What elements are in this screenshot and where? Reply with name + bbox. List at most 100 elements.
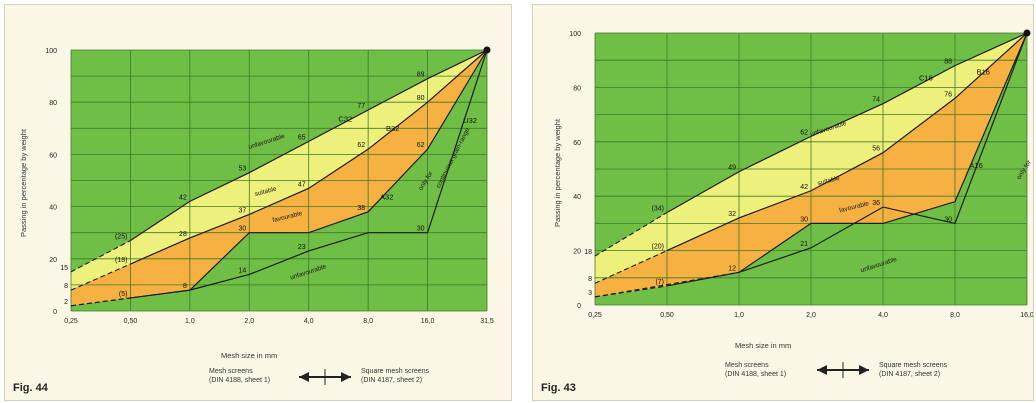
y-tick-label: 80: [49, 100, 57, 107]
data-label: 8: [183, 283, 187, 290]
data-label: (5): [119, 291, 128, 298]
curve-c-dashed-start: [70, 240, 131, 273]
y-tick-label: 100: [569, 31, 581, 38]
data-label: 3: [588, 290, 592, 297]
data-label: 77: [357, 103, 365, 110]
legend-mesh-screens: Mesh screens (DIN 4188, sheet 1): [725, 362, 787, 378]
data-label: 30: [417, 226, 425, 233]
y-axis-label: Passing in percentage by weight: [19, 129, 28, 237]
x-tick-label: 1,0: [734, 312, 744, 319]
zone-favourable: [71, 50, 487, 306]
data-label: (18): [115, 257, 127, 264]
curve-u-dashed-start: [70, 289, 190, 307]
chart-fig44: 0,25 0,50 1,0 2,0 4,0 8,0 16,0 31,5 0 20 40 60 80 100…: [45, 46, 494, 325]
data-label: (20): [652, 244, 664, 251]
curve-u-dashed-start: [594, 271, 740, 298]
data-label: 12: [728, 265, 736, 272]
chart-fig43: 0,25 0,50 1,0 2,0 4,0 8,0 16,0 0 20 40 60 80 100 18 (3…: [569, 29, 1033, 319]
x-tick-label: 2,0: [806, 312, 816, 319]
curve-b-dashed-start: [70, 263, 131, 291]
data-label: (34): [652, 206, 664, 213]
data-label: 88: [944, 59, 952, 66]
figure-44: 0,25 0,50 1,0 2,0 4,0 8,0 16,0 31,5 0 20 40 60 80 100…: [4, 4, 512, 401]
y-tick-label: 20: [49, 257, 57, 264]
data-label: 53: [238, 166, 246, 173]
data-label: 80: [417, 95, 425, 102]
data-label: 42: [179, 194, 187, 201]
curve-label: B16: [977, 68, 990, 77]
zone-suitable: [71, 50, 487, 291]
data-label: 23: [298, 244, 306, 251]
curve-c: [130, 49, 488, 242]
y-tick-label: 100: [45, 48, 57, 55]
curve-b: [130, 49, 488, 265]
figure-label: Fig. 44: [13, 382, 48, 394]
legend-mesh-screens: Mesh screens (DIN 4188, sheet 1): [209, 368, 271, 384]
data-label: 42: [800, 184, 808, 191]
curve-b-dashed-start: [594, 250, 668, 284]
figure-43: 0,25 0,50 1,0 2,0 4,0 8,0 16,0 0 20 40 60 80 100 18 (3…: [532, 4, 1034, 401]
data-label: 30: [800, 216, 808, 223]
data-label: 8: [64, 283, 68, 290]
data-label: 74: [872, 97, 880, 104]
data-label: 37: [238, 207, 246, 214]
zone-favourable: [595, 33, 1027, 297]
curve-label: C32: [338, 115, 352, 124]
data-label: 30: [944, 216, 952, 223]
data-label: 62: [417, 142, 425, 149]
data-label: 47: [298, 181, 306, 188]
y-tick-label: 60: [49, 152, 57, 159]
figure-label: Fig. 43: [541, 382, 576, 394]
double-arrow-icon: [817, 362, 869, 378]
curve-label: A16: [969, 161, 982, 170]
end-point-marker: [1023, 29, 1031, 37]
y-tick-label: 80: [573, 85, 581, 92]
data-label: 38: [357, 205, 365, 212]
data-label: 8: [588, 276, 592, 283]
curve-a: [666, 32, 1028, 287]
y-tick-label: 20: [573, 249, 581, 256]
curve-label: B32: [386, 124, 399, 133]
y-tick-label: 0: [53, 309, 57, 316]
data-label: 2: [64, 299, 68, 306]
curve-c-dashed-start: [594, 212, 668, 257]
data-label: 28: [179, 231, 187, 238]
x-tick-label: 4,0: [878, 312, 888, 319]
data-label: 56: [872, 146, 880, 153]
data-label: 30: [238, 226, 246, 233]
data-label: 76: [944, 91, 952, 98]
x-tick-label: 8,0: [363, 318, 373, 325]
x-tick-label: 4,0: [304, 318, 314, 325]
data-label: 89: [417, 72, 425, 79]
curve-label: U32: [463, 116, 477, 125]
x-tick-label: 0,50: [660, 312, 674, 319]
end-point-marker: [483, 46, 491, 54]
curve-label: C16: [919, 74, 933, 83]
x-tick-label: 16,0: [421, 318, 435, 325]
x-tick-label: 31,5: [480, 318, 494, 325]
y-tick-label: 40: [49, 205, 57, 212]
data-label: 18: [584, 249, 592, 256]
x-tick-label: 8,0: [950, 312, 960, 319]
x-axis-label: Mesh size in mm: [221, 351, 278, 360]
data-label: 62: [357, 142, 365, 149]
data-label: 65: [298, 134, 306, 141]
y-tick-label: 60: [573, 140, 581, 147]
x-axis-label: Mesh size in mm: [735, 341, 792, 350]
data-label: 36: [872, 200, 880, 207]
curve-u: [738, 32, 1028, 273]
x-tick-label: 0,50: [124, 318, 138, 325]
curve-label: A32: [380, 192, 393, 201]
x-tick-label: 1,0: [185, 318, 195, 325]
x-tick-label: 16,0: [1020, 312, 1033, 319]
x-tick-label: 2,0: [244, 318, 254, 325]
y-axis-label: Passing in percentage by weight: [553, 119, 562, 227]
x-tick-label: 0,25: [64, 318, 78, 325]
data-label: (25): [115, 234, 127, 241]
y-tick-label: 0: [577, 303, 581, 310]
legend-square-mesh-screens: Square mesh screens (DIN 4187, sheet 2): [879, 362, 948, 378]
legend-square-mesh-screens: Square mesh screens (DIN 4187, sheet 2): [361, 368, 430, 384]
x-tick-label: 0,25: [588, 312, 602, 319]
data-label: 62: [800, 129, 808, 136]
curve-u: [189, 49, 488, 291]
